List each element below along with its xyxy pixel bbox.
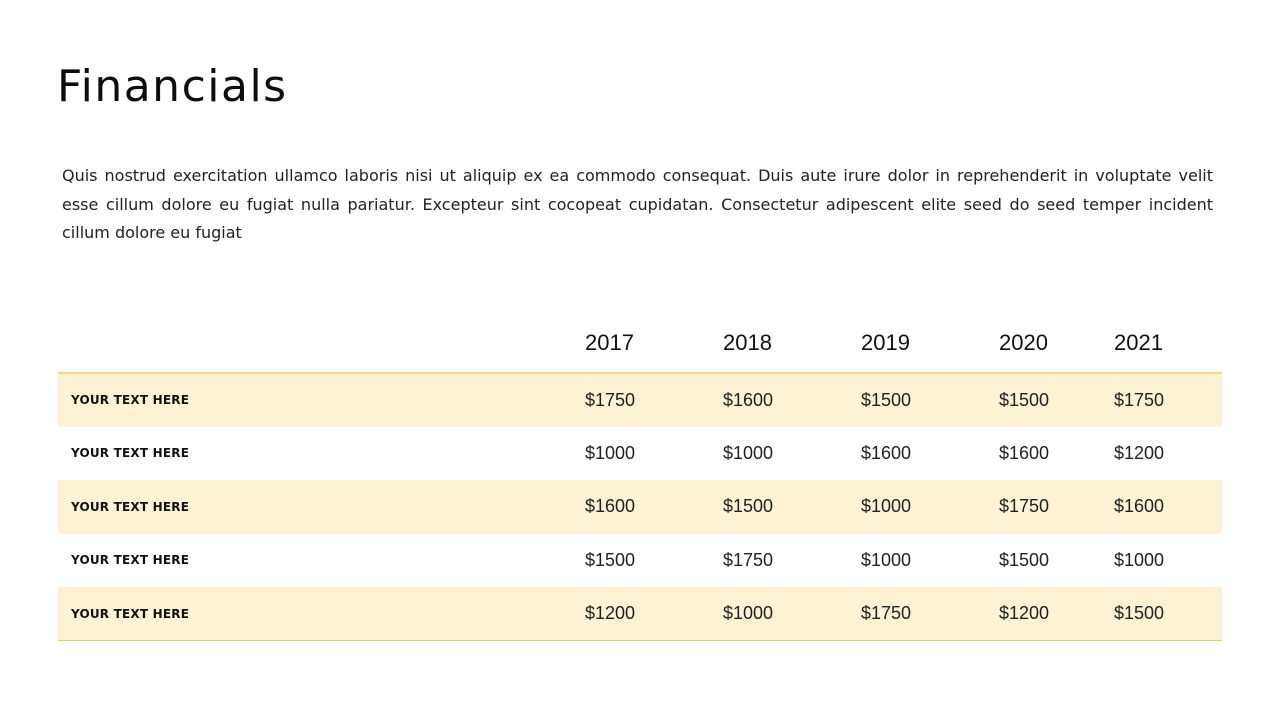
row-label: YOUR TEXT HERE [58, 587, 538, 641]
table-cell: $1000 [723, 442, 774, 463]
table-cell: $1600 [538, 480, 676, 534]
table-cell: $1000 [814, 480, 952, 534]
table-row: YOUR TEXT HERE $1000 $1000 $1600 $1600 $… [58, 427, 1222, 481]
table-cell: $1750 [952, 480, 1090, 534]
table-cell: $1000 [676, 587, 814, 641]
table-cell: $1500 [814, 373, 952, 427]
table-cell: $1500 [999, 549, 1050, 570]
table-cell: $1200 [952, 587, 1090, 641]
row-label: YOUR TEXT HERE [71, 446, 190, 461]
slide-title: Financials [57, 61, 288, 112]
table-cell: $1500 [676, 480, 814, 534]
table-cell: $1500 [952, 373, 1090, 427]
table-header-row: 2017 2018 2019 2020 2021 [58, 314, 1222, 374]
table-cell: $1500 [585, 549, 636, 570]
table-cell: $1000 [1114, 549, 1165, 570]
table-row: YOUR TEXT HERE $1500 $1750 $1000 $1500 $… [58, 534, 1222, 588]
header-cell-year: 2019 [814, 314, 952, 374]
table-cell: $1750 [814, 587, 952, 641]
table-cell: $1600 [861, 442, 912, 463]
table-row: YOUR TEXT HERE $1200 $1000 $1750 $1200 $… [58, 587, 1222, 641]
header-cell-year: 2020 [952, 314, 1090, 374]
row-label: YOUR TEXT HERE [58, 373, 538, 427]
table-cell: $1600 [676, 373, 814, 427]
header-cell-year: 2017 [538, 314, 676, 374]
table-cell: $1000 [585, 442, 636, 463]
financials-table-container: 2017 2018 2019 2020 2021 YOUR TEXT HERE … [58, 314, 1222, 641]
header-cell-label [58, 314, 538, 374]
table-cell: $1600 [1090, 480, 1222, 534]
header-cell-year: 2021 [1090, 314, 1222, 374]
table-cell: $1600 [999, 442, 1050, 463]
table-cell: $1750 [538, 373, 676, 427]
table-cell: $1200 [1114, 442, 1165, 463]
body-paragraph: Quis nostrud exercitation ullamco labori… [62, 166, 1213, 242]
header-cell-year: 2018 [676, 314, 814, 374]
table-row: YOUR TEXT HERE $1600 $1500 $1000 $1750 $… [58, 480, 1222, 534]
table-cell: $1750 [723, 549, 774, 570]
table-cell: $1500 [1090, 587, 1222, 641]
table-cell: $1200 [538, 587, 676, 641]
table-cell: $1750 [1090, 373, 1222, 427]
table-cell: $1000 [861, 549, 912, 570]
table-row: YOUR TEXT HERE $1750 $1600 $1500 $1500 $… [58, 373, 1222, 427]
financials-table: 2017 2018 2019 2020 2021 YOUR TEXT HERE … [58, 314, 1222, 641]
row-label: YOUR TEXT HERE [71, 553, 190, 568]
row-label: YOUR TEXT HERE [58, 480, 538, 534]
